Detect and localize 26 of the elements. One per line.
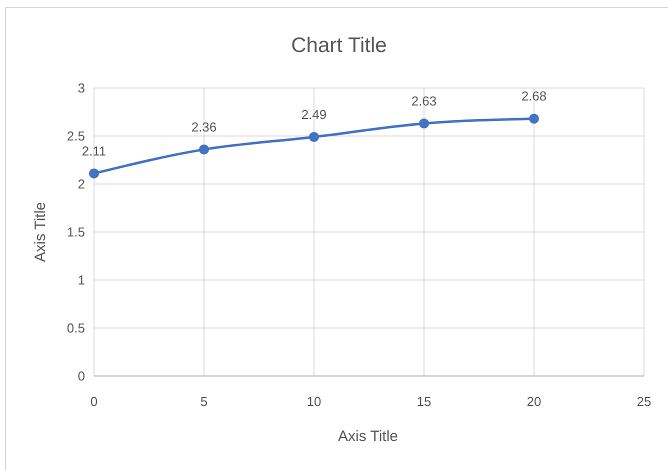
y-tick-label: 0.5 bbox=[66, 320, 85, 336]
data-label: 2.49 bbox=[301, 106, 327, 122]
point bbox=[309, 132, 319, 142]
data-label: 2.11 bbox=[82, 143, 106, 158]
chart-title: Chart Title bbox=[291, 34, 387, 57]
data-label: 2.68 bbox=[521, 88, 547, 104]
y-tick-label: 1.5 bbox=[66, 224, 85, 240]
y-tick-label: 1 bbox=[78, 272, 85, 288]
x-tick-label: 10 bbox=[306, 394, 322, 409]
x-tick-label: 25 bbox=[636, 394, 652, 409]
point bbox=[529, 114, 539, 124]
x-tick-label: 15 bbox=[416, 394, 432, 409]
x-tick-label: 5 bbox=[200, 394, 208, 409]
point bbox=[199, 144, 209, 154]
data-label: 2.63 bbox=[411, 94, 437, 109]
y-tick-label: 3 bbox=[78, 80, 85, 96]
y-tick-label: 0 bbox=[78, 368, 85, 384]
y-tick-label: 2.5 bbox=[66, 128, 85, 144]
x-tick-label: 0 bbox=[90, 394, 98, 409]
point bbox=[89, 168, 99, 178]
y-tick-label: 2 bbox=[78, 176, 85, 192]
x-axis-title: Axis Title bbox=[338, 428, 398, 445]
point bbox=[419, 118, 429, 129]
data-label: 2.36 bbox=[191, 119, 217, 134]
y-axis-title: Axis Title bbox=[32, 202, 49, 262]
x-tick-label: 20 bbox=[526, 394, 542, 409]
